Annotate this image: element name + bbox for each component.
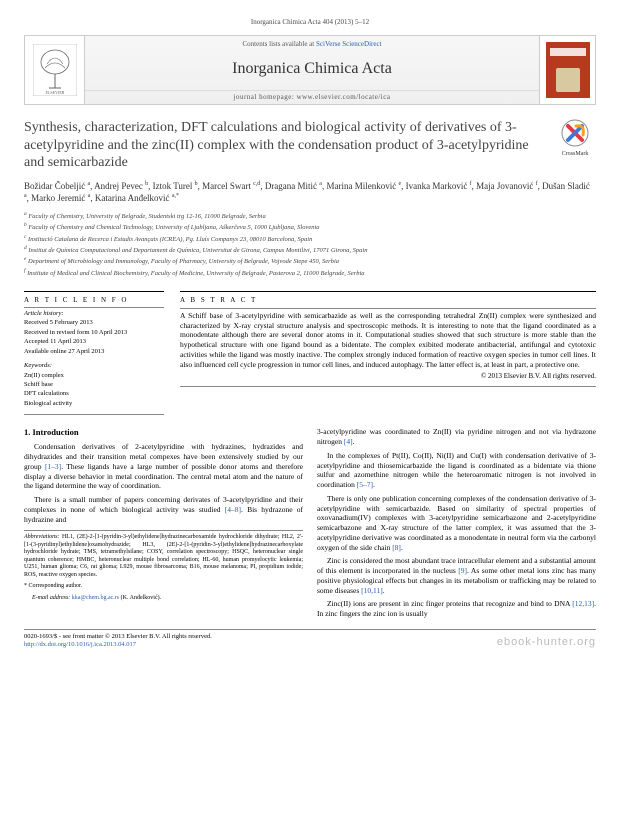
copyright: © 2013 Elsevier B.V. All rights reserved… — [180, 372, 596, 381]
crossmark-badge[interactable]: CrossMark — [554, 119, 596, 159]
history-label: Article history: — [24, 310, 164, 318]
intro-para-1: Condensation derivatives of 2-acetylpyri… — [24, 442, 303, 491]
history-line: Accepted 11 April 2013 — [24, 338, 164, 346]
affiliation-line: f Institute of Medical and Clinical Bioc… — [24, 268, 596, 279]
col2-para-3: There is only one publication concerning… — [317, 494, 596, 553]
abbrev-text: HL1, (2E)-2-[1-(pyridin-3-yl)ethylidene]… — [24, 534, 303, 578]
homepage-url[interactable]: www.elsevier.com/locate/ica — [297, 93, 391, 101]
contents-prefix: Contents lists available at — [243, 40, 317, 48]
crossmark-icon — [561, 119, 589, 147]
cover-thumbnail — [539, 36, 595, 104]
keyword: DFT calculations — [24, 390, 164, 398]
issn-line: 0020-1693/$ - see front matter © 2013 El… — [24, 633, 212, 641]
elsevier-tree-icon: ELSEVIER — [33, 44, 77, 96]
col2-para-2: In the complexes of Pt(II), Co(II), Ni(I… — [317, 451, 596, 490]
abbrev-label: Abbreviations: — [24, 534, 59, 540]
email-label: E-mail address: — [32, 595, 72, 601]
contents-line: Contents lists available at SciVerse Sci… — [85, 40, 539, 49]
affiliation-line: e Department of Microbiology and Immunol… — [24, 256, 596, 267]
affiliation-line: a Faculty of Chemistry, University of Be… — [24, 211, 596, 222]
affiliation-line: c Institució Catalana de Recerca i Estud… — [24, 234, 596, 245]
affiliations: a Faculty of Chemistry, University of Be… — [24, 211, 596, 279]
keyword: Schiff base — [24, 381, 164, 389]
abstract: A B S T R A C T A Schiff base of 3-acety… — [180, 287, 596, 417]
header-citation: Inorganica Chimica Acta 404 (2013) 5–12 — [24, 18, 596, 27]
abstract-text: A Schiff base of 3-acetylpyridine with s… — [180, 311, 596, 370]
affiliation-line: d Institut de Química Computacional and … — [24, 245, 596, 256]
affiliation-line: b Faculty of Chemistry and Chemical Tech… — [24, 222, 596, 233]
ref-9[interactable]: [9] — [458, 566, 467, 575]
keywords-label: Keywords: — [24, 362, 164, 370]
ref-1-3[interactable]: [1–3] — [45, 462, 61, 471]
journal-banner: ELSEVIER Contents lists available at Sci… — [24, 35, 596, 105]
article-title: Synthesis, characterization, DFT calcula… — [24, 119, 546, 172]
abstract-heading: A B S T R A C T — [180, 296, 596, 305]
history-line: Available online 27 April 2013 — [24, 348, 164, 356]
right-column: 3-acetylpyridine was coordinated to Zn(I… — [317, 427, 596, 623]
ref-12-13[interactable]: [12,13] — [572, 599, 594, 608]
ebook-watermark: ebook-hunter.org — [497, 635, 596, 649]
footnotes: Abbreviations: HL1, (2E)-2-[1-(pyridin-3… — [24, 530, 303, 602]
journal-title: Inorganica Chimica Acta — [85, 59, 539, 80]
keyword: Zn(II) complex — [24, 372, 164, 380]
ref-8[interactable]: [8] — [392, 543, 401, 552]
authors-line: Božidar Čobeljić a, Andrej Pevec b, Izto… — [24, 180, 596, 205]
svg-text:ELSEVIER: ELSEVIER — [45, 90, 64, 95]
left-column: 1. Introduction Condensation derivatives… — [24, 427, 303, 623]
intro-para-2: There is a small number of papers concer… — [24, 495, 303, 524]
col2-para-5: Zinc(II) ions are present in zinc finger… — [317, 599, 596, 619]
col2-para-4: Zinc is considered the most abundant tra… — [317, 556, 596, 595]
ref-4-8[interactable]: [4–8] — [225, 505, 241, 514]
article-info-heading: A R T I C L E I N F O — [24, 296, 164, 305]
ref-4[interactable]: [4] — [344, 437, 353, 446]
corr-name: (K. Anđelković). — [119, 595, 161, 601]
sciencedirect-link[interactable]: SciVerse ScienceDirect — [316, 40, 382, 48]
doi-link[interactable]: http://dx.doi.org/10.1016/j.ica.2013.04.… — [24, 641, 136, 648]
col2-para-1: 3-acetylpyridine was coordinated to Zn(I… — [317, 427, 596, 447]
elsevier-logo: ELSEVIER — [25, 36, 85, 104]
homepage-prefix: journal homepage: — [234, 93, 297, 101]
journal-homepage: journal homepage: www.elsevier.com/locat… — [85, 90, 539, 102]
article-info: A R T I C L E I N F O Article history: R… — [24, 287, 164, 417]
corr-author-label: * Corresponding author. — [24, 583, 303, 591]
ref-10-11[interactable]: [10,11] — [361, 586, 383, 595]
history-line: Received in revised form 10 April 2013 — [24, 329, 164, 337]
keyword: Biological activity — [24, 400, 164, 408]
history-line: Received 5 February 2013 — [24, 319, 164, 327]
crossmark-label: CrossMark — [554, 151, 596, 159]
footer: 0020-1693/$ - see front matter © 2013 El… — [24, 629, 596, 650]
corr-email[interactable]: kka@chem.bg.ac.rs — [72, 595, 119, 601]
ref-5-7[interactable]: [5–7] — [357, 480, 373, 489]
intro-heading: 1. Introduction — [24, 427, 303, 438]
